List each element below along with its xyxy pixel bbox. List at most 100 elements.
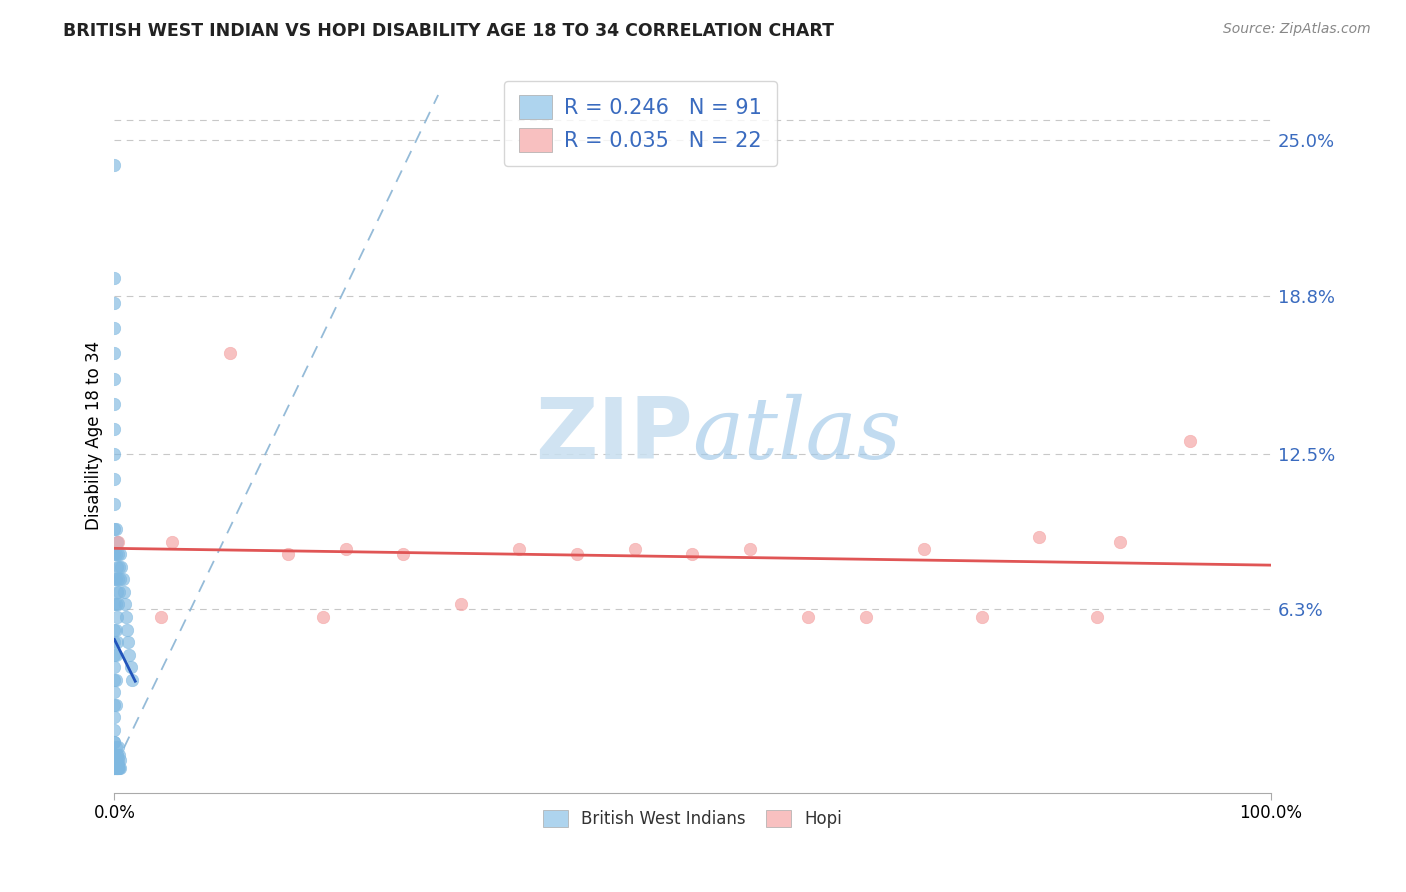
Point [105,760,128,774]
Point [104,760,127,774]
Point [149,610,172,624]
Point [121,673,143,687]
Point [120,660,142,674]
Point [107,740,129,755]
Point [107,547,129,561]
Point [117,635,139,649]
Point [1178,434,1201,449]
Point [103,271,125,285]
Point [103,296,125,310]
Point [1085,610,1108,624]
Point [110,559,132,574]
Point [103,747,125,762]
Point [104,648,127,662]
Point [103,572,125,586]
Point [103,648,125,662]
Point [103,710,125,724]
Point [103,698,125,712]
Point [912,542,935,557]
Point [103,660,125,674]
Point [103,723,125,737]
Point [103,623,125,637]
Point [623,542,645,557]
Point [107,534,129,549]
Point [103,598,125,612]
Point [108,572,131,586]
Point [103,321,125,335]
Point [104,760,127,774]
Point [103,756,125,770]
Point [103,346,125,360]
Point [104,740,127,755]
Point [107,598,129,612]
Point [103,760,125,774]
Point [508,542,530,557]
Point [103,753,125,767]
Point [114,598,136,612]
Point [112,585,135,599]
Point [103,547,125,561]
Point [1028,530,1050,544]
Point [105,559,128,574]
Point [104,753,127,767]
Point [103,497,125,511]
Point [103,673,125,687]
Point [118,648,141,662]
Point [565,547,588,561]
Point [105,534,128,549]
Point [104,623,127,637]
Point [103,635,125,649]
Point [105,610,128,624]
Point [108,753,131,767]
Point [103,760,125,774]
Point [104,758,127,772]
Point [107,760,129,774]
Text: BRITISH WEST INDIAN VS HOPI DISABILITY AGE 18 TO 34 CORRELATION CHART: BRITISH WEST INDIAN VS HOPI DISABILITY A… [63,22,834,40]
Point [740,542,762,557]
Point [111,572,134,586]
Text: ZIP: ZIP [534,393,693,476]
Point [1109,534,1132,549]
Point [104,547,127,561]
Point [104,598,127,612]
Point [105,585,128,599]
Point [103,735,125,749]
Point [392,547,415,561]
Point [103,760,125,774]
Point [103,747,125,762]
Point [103,760,125,774]
Legend: British West Indians, Hopi: British West Indians, Hopi [536,803,849,834]
Point [107,572,129,586]
Point [104,760,127,774]
Text: atlas: atlas [693,393,901,476]
Point [108,760,131,774]
Point [108,547,131,561]
Point [103,522,125,536]
Point [104,753,127,767]
Point [103,397,125,411]
Point [104,572,127,586]
Point [277,547,299,561]
Text: Source: ZipAtlas.com: Source: ZipAtlas.com [1223,22,1371,37]
Point [103,758,125,772]
Point [103,735,125,749]
Point [104,756,127,770]
Point [105,747,128,762]
Y-axis label: Disability Age 18 to 34: Disability Age 18 to 34 [86,341,103,530]
Point [108,559,131,574]
Point [105,756,128,770]
Point [103,685,125,699]
Point [108,585,131,599]
Point [104,698,127,712]
Point [115,610,138,624]
Point [115,623,138,637]
Point [107,758,129,772]
Point [103,747,125,762]
Point [103,447,125,461]
Point [219,346,242,360]
Point [105,635,128,649]
Point [103,371,125,385]
Point [105,760,128,774]
Point [104,673,127,687]
Point [855,610,877,624]
